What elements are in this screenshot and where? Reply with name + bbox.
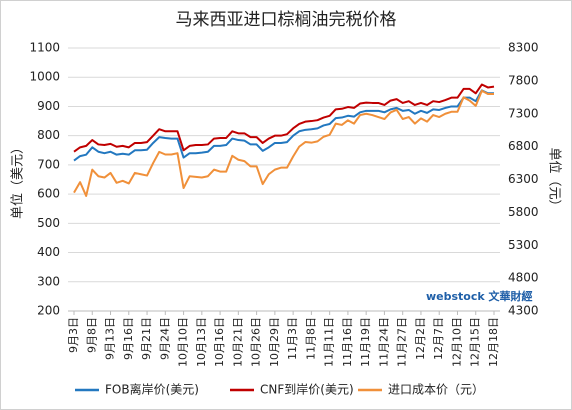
- x-tick-label: 11月3日: [286, 317, 299, 360]
- legend-label: FOB离岸价(美元): [105, 382, 199, 397]
- y2-tick-label: 8300: [508, 41, 539, 55]
- y-tick-label: 500: [37, 216, 60, 230]
- x-tick-label: 12月18日: [487, 317, 500, 367]
- x-tick-label: 11月8日: [304, 317, 317, 360]
- y-tick-label: 200: [37, 304, 60, 318]
- y2-tick-label: 4300: [508, 304, 539, 318]
- x-tick-label: 12月15日: [469, 317, 482, 367]
- x-tick-label: 10月13日: [195, 317, 208, 367]
- x-tick-label: 9月8日: [85, 317, 98, 353]
- y2-tick-label: 7800: [508, 73, 539, 87]
- y-tick-label: 600: [37, 187, 60, 201]
- x-tick-label: 12月2日: [414, 317, 427, 360]
- y2-tick-label: 6800: [508, 139, 539, 153]
- x-tick-label: 9月24日: [158, 317, 171, 360]
- y-tick-label: 400: [37, 245, 60, 259]
- y-tick-label: 300: [37, 274, 60, 288]
- x-tick-label: 10月29日: [268, 317, 281, 367]
- y-tick-label: 700: [37, 157, 60, 171]
- legend-label: 进口成本价（元）: [388, 383, 484, 397]
- x-tick-label: 10月10日: [177, 317, 190, 367]
- y2-tick-label: 4800: [508, 271, 539, 285]
- x-tick-label: 9月21日: [140, 317, 153, 360]
- x-tick-label: 11月16日: [341, 317, 354, 367]
- watermark: webstock 文華財經: [426, 289, 533, 303]
- x-tick-label: 11月27日: [396, 317, 409, 367]
- chart-title: 马来西亚进口棕榈油完税价格: [176, 10, 397, 30]
- x-tick-label: 11月11日: [323, 317, 336, 367]
- x-tick-label: 11月24日: [377, 317, 390, 367]
- x-tick-label: 12月7日: [432, 317, 445, 360]
- legend-label: CNF到岸价(美元): [260, 383, 354, 397]
- x-tick-label: 9月3日: [67, 317, 80, 353]
- y-tick-label: 1100: [29, 41, 60, 55]
- x-tick-label: 10月16日: [213, 317, 226, 367]
- y-tick-label: 1000: [29, 70, 60, 84]
- y2-axis-label: 单位（元）: [547, 147, 562, 212]
- y2-tick-label: 7300: [508, 106, 539, 120]
- y-axis-label: 单位（美元）: [11, 141, 26, 219]
- x-tick-label: 9月13日: [104, 317, 117, 360]
- x-tick-label: 11月19日: [359, 317, 372, 367]
- y-tick-label: 800: [37, 128, 60, 142]
- x-tick-label: 9月16日: [122, 317, 135, 360]
- y-tick-label: 900: [37, 99, 60, 113]
- y2-tick-label: 5800: [508, 205, 539, 219]
- x-tick-label: 10月21日: [231, 317, 244, 367]
- y2-tick-label: 5300: [508, 238, 539, 252]
- series-line: [73, 89, 494, 197]
- x-tick-label: 12月10日: [450, 317, 463, 367]
- x-tick-label: 10月26日: [250, 317, 263, 367]
- series-line: [73, 83, 495, 153]
- y2-tick-label: 6300: [508, 172, 539, 186]
- series-line: [73, 89, 494, 162]
